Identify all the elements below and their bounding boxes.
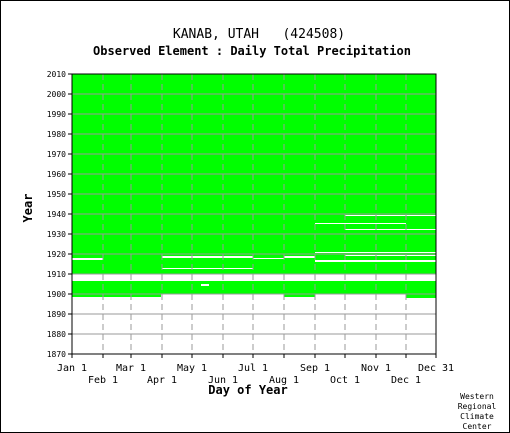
x-tick-label: Jul 1 [238, 363, 268, 374]
y-tick-label: 1970 [47, 150, 66, 159]
grid-lines [71, 73, 437, 355]
credit-line-2: Regional [458, 402, 497, 411]
y-tick-label: 1870 [47, 350, 66, 359]
y-tick-label: 1910 [47, 270, 66, 279]
y-tick-label: 1990 [47, 110, 66, 119]
gap-block [72, 258, 103, 260]
x-tick-label: Nov 1 [361, 363, 391, 374]
gap-block [72, 274, 436, 278]
y-tick-label: 1890 [47, 310, 66, 319]
y-tick-label: 1900 [47, 290, 66, 299]
credit-line-4: Center [463, 422, 492, 431]
coverage-block [131, 294, 161, 297]
y-tick-label: 1950 [47, 190, 66, 199]
y-tick-label: 1960 [47, 170, 66, 179]
x-tick-label: Jan 1 [57, 363, 87, 374]
x-tick-label: Apr 1 [147, 375, 177, 386]
x-tick-label: Mar 1 [116, 363, 146, 374]
y-tick-label: 1880 [47, 330, 66, 339]
x-axis-label: Day of Year [208, 383, 287, 397]
y-axis: 2010 2000 1990 1980 1970 1960 1950 1940 1930 1920… [47, 70, 72, 359]
gap-block [315, 252, 436, 253]
chart-title: KANAB, UTAH (424508) [173, 27, 345, 42]
gap-block [345, 229, 436, 230]
x-tick-label: Feb 1 [88, 375, 118, 386]
x-tick-label: Dec 31 [418, 363, 454, 374]
gap-block [162, 256, 253, 258]
x-tick-label: Aug 1 [269, 375, 299, 386]
wrcc-credit: Western Regional Climate Center [458, 392, 497, 431]
y-tick-label: 2000 [47, 90, 66, 99]
y-tick-label: 2010 [47, 70, 66, 79]
y-tick-label: 1980 [47, 130, 66, 139]
gap-block [201, 284, 209, 286]
credit-line-1: Western [460, 392, 494, 401]
x-tick-label: Sep 1 [300, 363, 330, 374]
y-tick-label: 1940 [47, 210, 66, 219]
x-axis: Jan 1 Mar 1 May 1 Jul 1 Sep 1 Nov 1 Dec 31 Feb … [57, 354, 454, 386]
gap-block [345, 215, 436, 216]
gap-block [162, 268, 253, 269]
gap-block [345, 255, 436, 256]
y-tick-label: 1930 [47, 230, 66, 239]
coverage-block [131, 291, 436, 294]
coverage-block [406, 294, 436, 298]
x-tick-label: Dec 1 [391, 375, 421, 386]
gap-block [284, 256, 315, 258]
y-tick-label: 1920 [47, 250, 66, 259]
coverage-block [284, 294, 315, 297]
x-tick-label: May 1 [177, 363, 207, 374]
y-axis-label: Year [21, 194, 35, 223]
gap-block [253, 258, 284, 259]
credit-line-3: Climate [460, 412, 494, 421]
x-tick-label: Oct 1 [330, 375, 360, 386]
x-tick-label: Jun 1 [208, 375, 238, 386]
gap-block [315, 223, 406, 224]
gap-block [315, 260, 436, 262]
coverage-block [72, 281, 436, 291]
chart-subtitle: Observed Element : Daily Total Precipita… [93, 44, 411, 58]
